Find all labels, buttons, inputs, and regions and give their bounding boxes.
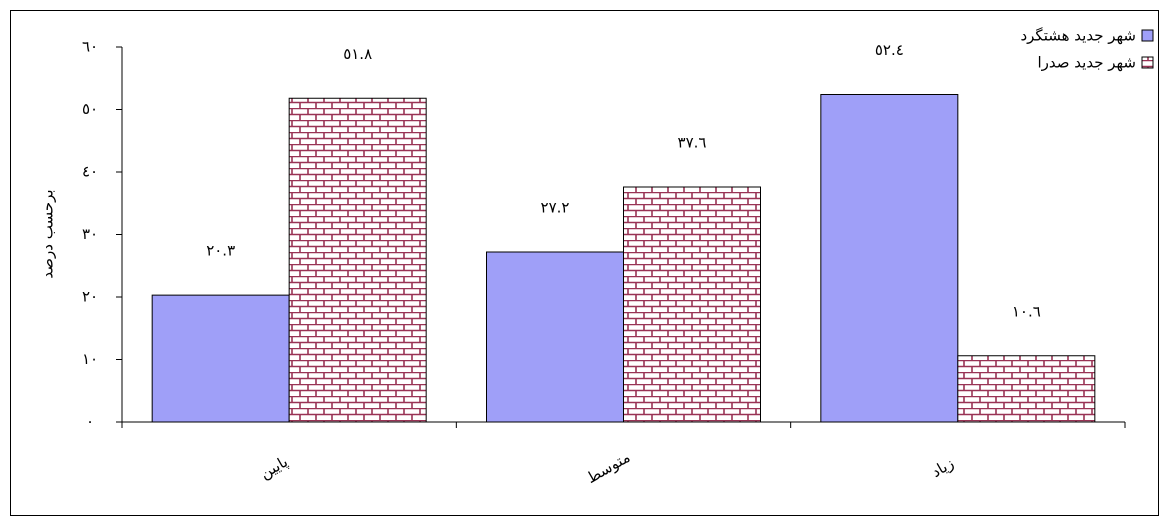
value-label: ٥١.٨ xyxy=(343,45,372,63)
y-axis-label: برحسب درصد xyxy=(39,189,57,278)
bar xyxy=(623,186,761,423)
y-tick-label: ٠ xyxy=(86,413,94,431)
value-label: ١٠.٦ xyxy=(1012,302,1041,320)
value-label: ٢٧.٢ xyxy=(541,199,570,217)
y-tick-label: ٦٠ xyxy=(82,38,98,56)
bar xyxy=(151,294,290,423)
legend-swatch xyxy=(1141,56,1154,69)
value-label: ٥٢.٤ xyxy=(875,41,904,59)
y-tick-label: ٥٠ xyxy=(82,100,98,118)
bar xyxy=(486,251,624,423)
value-label: ٣٧.٦ xyxy=(678,134,707,152)
bar xyxy=(957,355,1096,423)
y-tick-label: ١٠ xyxy=(82,350,98,368)
value-label: ٢٠.٣ xyxy=(206,242,235,260)
legend-label: شهر جدید هشتگرد xyxy=(1020,27,1136,45)
bar xyxy=(820,94,959,423)
bar xyxy=(288,97,427,423)
y-tick-label: ٤٠ xyxy=(82,163,98,181)
y-tick-label: ٢٠ xyxy=(82,288,98,306)
legend-label: شهر جدید صدرا xyxy=(1037,54,1136,72)
legend-swatch xyxy=(1141,29,1154,42)
y-tick-label: ٣٠ xyxy=(82,225,98,243)
